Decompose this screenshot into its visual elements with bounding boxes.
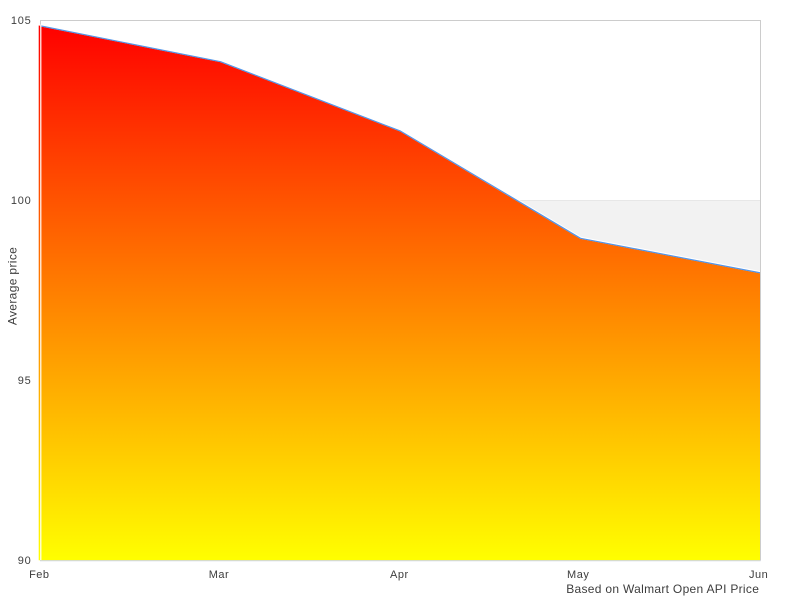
svg-text:100: 100	[11, 195, 32, 207]
svg-text:Based on Walmart Open API Pric: Based on Walmart Open API Price	[566, 582, 759, 596]
svg-text:Apr: Apr	[390, 569, 409, 581]
svg-text:Average price: Average price	[5, 247, 19, 325]
svg-text:95: 95	[18, 375, 32, 387]
svg-text:May: May	[567, 569, 589, 581]
svg-text:Jun: Jun	[749, 569, 768, 581]
svg-text:Mar: Mar	[209, 569, 229, 581]
svg-text:105: 105	[11, 15, 32, 27]
svg-text:90: 90	[18, 555, 32, 567]
svg-text:Feb: Feb	[29, 569, 49, 581]
